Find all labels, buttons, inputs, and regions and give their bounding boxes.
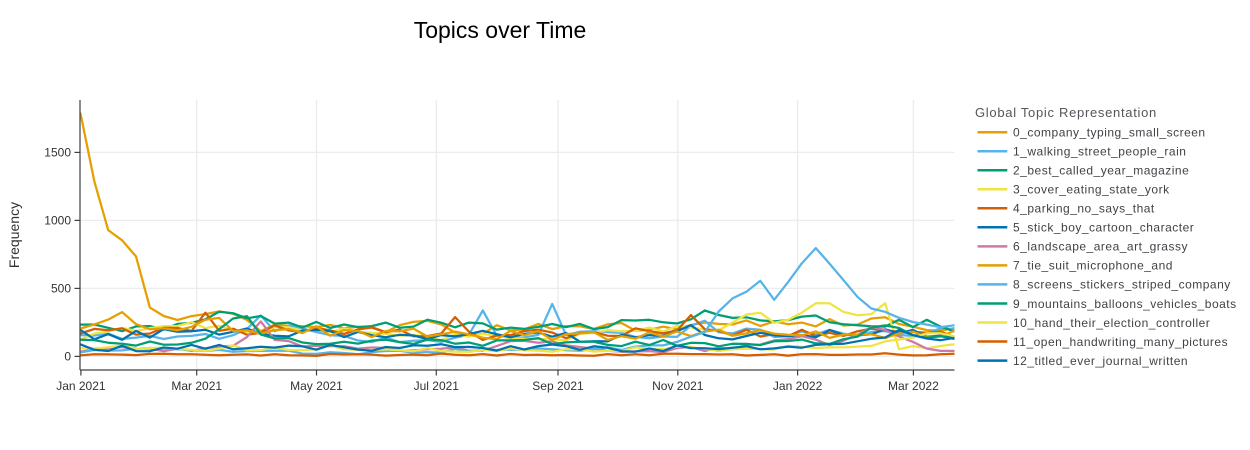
svg-text:Frequency: Frequency bbox=[6, 202, 22, 268]
svg-text:Nov 2021: Nov 2021 bbox=[652, 379, 704, 393]
svg-text:4_parking_no_says_that: 4_parking_no_says_that bbox=[1013, 202, 1155, 216]
svg-text:Mar 2022: Mar 2022 bbox=[888, 379, 939, 393]
svg-text:500: 500 bbox=[51, 282, 71, 296]
svg-text:1500: 1500 bbox=[44, 146, 71, 160]
svg-text:12_titled_ever_journal_written: 12_titled_ever_journal_written bbox=[1013, 354, 1188, 368]
svg-text:Topics over Time: Topics over Time bbox=[414, 17, 587, 43]
svg-text:Jan 2022: Jan 2022 bbox=[773, 379, 823, 393]
svg-text:Sep 2021: Sep 2021 bbox=[532, 379, 584, 393]
svg-text:5_stick_boy_cartoon_character: 5_stick_boy_cartoon_character bbox=[1013, 221, 1194, 235]
svg-text:0: 0 bbox=[64, 350, 71, 364]
svg-text:6_landscape_area_art_grassy: 6_landscape_area_art_grassy bbox=[1013, 240, 1188, 254]
svg-text:8_screens_stickers_striped_com: 8_screens_stickers_striped_company bbox=[1013, 278, 1231, 292]
svg-text:3_cover_eating_state_york: 3_cover_eating_state_york bbox=[1013, 183, 1170, 197]
svg-text:7_tie_suit_microphone_and: 7_tie_suit_microphone_and bbox=[1013, 259, 1173, 273]
svg-text:9_mountains_balloons_vehicles_: 9_mountains_balloons_vehicles_boats bbox=[1013, 297, 1237, 311]
svg-text:0_company_typing_small_screen: 0_company_typing_small_screen bbox=[1013, 126, 1206, 140]
svg-text:Mar 2021: Mar 2021 bbox=[171, 379, 222, 393]
svg-text:Global Topic Representation: Global Topic Representation bbox=[975, 105, 1157, 120]
svg-text:May 2021: May 2021 bbox=[290, 379, 343, 393]
svg-text:Jan 2021: Jan 2021 bbox=[56, 379, 106, 393]
svg-text:Jul 2021: Jul 2021 bbox=[414, 379, 460, 393]
svg-text:1_walking_street_people_rain: 1_walking_street_people_rain bbox=[1013, 145, 1186, 159]
svg-text:2_best_called_year_magazine: 2_best_called_year_magazine bbox=[1013, 164, 1189, 178]
svg-text:10_hand_their_election_control: 10_hand_their_election_controller bbox=[1013, 316, 1210, 330]
svg-text:1000: 1000 bbox=[44, 214, 71, 228]
svg-text:11_open_handwriting_many_pictu: 11_open_handwriting_many_pictures bbox=[1013, 335, 1228, 349]
